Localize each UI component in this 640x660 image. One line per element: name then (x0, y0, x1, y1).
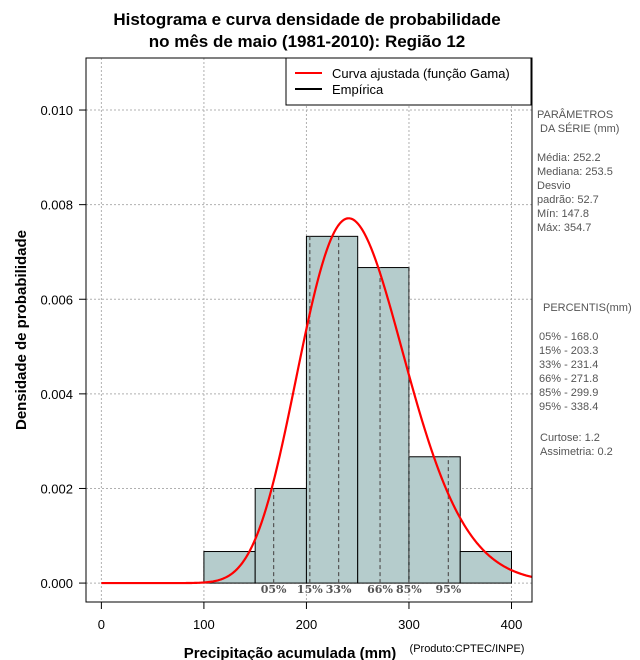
legend: Curva ajustada (função Gama) Empírica (285, 57, 532, 106)
product-credit: (Produto:CPTEC/INPE) (410, 643, 525, 655)
y-tick-label-4: 0.008 (40, 198, 73, 213)
histogram-bar-4 (408, 456, 461, 584)
gamma-curve-path (101, 217, 533, 585)
percentil-95: 95% - 338.4 (539, 401, 598, 413)
percentil-15: 15% - 203.3 (539, 345, 598, 357)
param-sd-label: Desvio (537, 180, 571, 192)
legend-box (285, 57, 532, 106)
percentil-66: 66% - 271.8 (539, 373, 598, 385)
percentile-label-85%: 85% (396, 583, 422, 596)
fitted-curve (101, 217, 533, 585)
param-sd-value: padrão: 52.7 (537, 194, 599, 206)
histogram-bar-2 (305, 235, 359, 584)
x-tick-label-4: 400 (501, 617, 523, 632)
percentile-lines: 05% 15% 33% 66% 85% 95% (261, 236, 462, 596)
percentile-label-15%: 15% (297, 583, 323, 596)
legend-curve-label: Curva ajustada (função Gama) (332, 66, 510, 81)
legend-empirical-label: Empírica (332, 82, 384, 97)
params-title-line-1: PARÂMETROS (537, 108, 613, 121)
y-tick-label-3: 0.006 (40, 292, 73, 307)
percentil-33: 33% - 231.4 (539, 359, 598, 371)
y-tick-label-2: 0.004 (40, 387, 73, 402)
x-tick-label-2: 200 (296, 617, 318, 632)
y-tick-label-5: 0.010 (40, 103, 73, 118)
param-max: Máx: 354.7 (537, 222, 591, 234)
chart-title-line-2: no mês de maio (1981-2010): Região 12 (149, 32, 466, 51)
histogram-bar-3 (357, 267, 410, 584)
chart-title-line-1: Histograma e curva densidade de probabil… (113, 10, 500, 29)
percentile-label-95%: 95% (435, 583, 461, 596)
param-mean: Média: 252.2 (537, 152, 601, 164)
y-tick-label-0: 0.000 (40, 576, 73, 591)
percentile-label-05%: 05% (261, 583, 287, 596)
histogram-bar-1 (254, 487, 307, 584)
percentil-05: 05% - 168.0 (539, 331, 598, 343)
axis-ticks: 0 100 200 300 400 0.000 0.002 0.004 0.006 0.008 0.… (40, 103, 522, 632)
params-title-line-2: DA SÉRIE (mm) (540, 122, 619, 135)
histogram-bar-5 (459, 551, 512, 584)
x-tick-label-3: 300 (398, 617, 420, 632)
stat-skewness: Assimetria: 0.2 (540, 446, 613, 458)
x-tick-label-1: 100 (193, 617, 215, 632)
param-min: Mín: 147.8 (537, 208, 589, 220)
stat-kurtosis: Curtose: 1.2 (540, 432, 600, 444)
percentile-label-33%: 33% (326, 583, 352, 596)
percentil-85: 85% - 299.9 (539, 387, 598, 399)
histogram-bars (203, 235, 512, 584)
percentile-label-66%: 66% (367, 583, 393, 596)
x-tick-label-0: 0 (98, 617, 105, 632)
x-axis-title: Precipitação acumulada (mm) (184, 645, 397, 660)
percentis-title: PERCENTIS(mm) (543, 302, 632, 314)
y-tick-label-1: 0.002 (40, 481, 73, 496)
y-axis-title: Densidade de probabilidade (13, 230, 30, 430)
param-median: Mediana: 253.5 (537, 166, 613, 178)
series-parameters-panel: PARÂMETROS DA SÉRIE (mm) Média: 252.2 Me… (537, 108, 632, 458)
